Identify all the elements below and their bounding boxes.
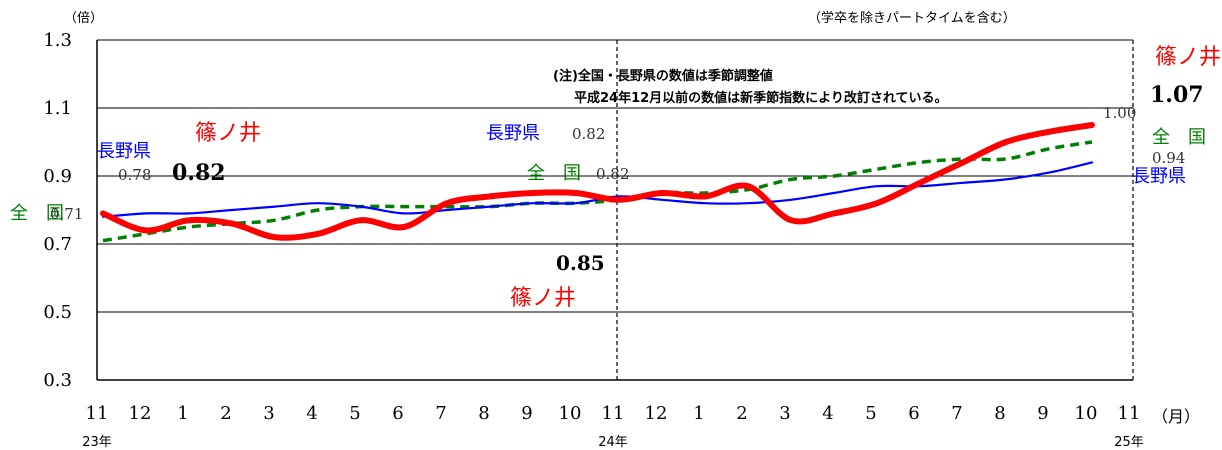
x-year-label: 24年 [598,435,628,450]
x-tick-label: 2 [736,403,747,424]
x-tick-label: 9 [521,403,532,424]
x-tick-label: 10 [1075,403,1098,424]
series-layer [100,122,1095,243]
x-tick-label: 4 [306,403,317,424]
x-tick-label: 12 [645,403,668,424]
x-tick-label: 11 [1118,403,1141,424]
series-line-shinonoi [100,122,1095,241]
zenkoku-value-mid: 0.82 [596,165,629,183]
x-tick-label: 5 [349,403,360,424]
zenkoku-value-start: 0.71 [50,205,83,223]
x-tick-label: 1 [177,403,188,424]
y-tick-label: 0.3 [43,370,72,391]
y-tick-label: 1.3 [43,30,72,51]
x-tick-label: 3 [779,403,790,424]
nagano-value-mid: 0.82 [572,125,605,143]
x-tick-label: 7 [951,403,962,424]
x-tick-label: 4 [822,403,833,424]
y-axis-label: （倍） [64,11,103,26]
y-axis-ticks: 0.3 0.5 0.7 0.9 1.1 1.3 [43,30,72,391]
note-line-2: 平成24年12月以前の数値は新季節指数により改訂されている。 [574,90,948,106]
x-tick-label: 6 [392,403,403,424]
x-tick-label: 7 [435,403,446,424]
y-tick-label: 0.9 [43,166,72,187]
x-tick-label: 12 [129,403,152,424]
x-tick-label: 1 [693,403,704,424]
zenkoku-value-end: 1.00 [1103,104,1136,122]
shinonoi-label-end: 篠ノ井 [1155,45,1221,70]
grid-lines [96,39,1133,381]
zenkoku-label-start: 全 国 [10,203,64,224]
nagano-label-mid: 長野県 [486,123,540,144]
nagano-label-start: 長野県 [97,141,151,162]
nagano-value-start: 0.78 [118,166,151,184]
y-tick-label: 1.1 [43,98,72,119]
x-tick-label: 2 [220,403,231,424]
shinonoi-label-mid: 篠ノ井 [510,286,576,311]
x-tick-label: 11 [602,403,625,424]
shinonoi-label-start: 篠ノ井 [195,121,261,146]
nagano-value-end: 0.94 [1152,149,1185,167]
x-axis-label: （月） [1152,407,1200,426]
nagano-label-end: 長野県 [1132,166,1186,187]
x-tick-label: 3 [263,403,274,424]
x-year-label: 25年 [1114,435,1144,450]
x-tick-label: 10 [559,403,582,424]
note-line-1: (注)全国・長野県の数値は季節調整値 [553,68,773,84]
zenkoku-label-mid: 全 国 [527,163,581,184]
x-tick-label: 8 [994,403,1005,424]
x-tick-label: 5 [865,403,876,424]
series-line-zenkoku [102,140,1093,243]
shinonoi-value-start: 0.82 [172,160,226,186]
shinonoi-value-mid: 0.85 [556,251,605,275]
y-tick-label: 0.5 [43,302,72,323]
x-tick-label: 9 [1037,403,1048,424]
zenkoku-label-end: 全 国 [1152,127,1206,148]
x-tick-label: 8 [478,403,489,424]
x-year-label: 23年 [82,435,112,450]
y-tick-label: 0.7 [43,234,72,255]
x-tick-label: 6 [908,403,919,424]
shinonoi-value-end: 1.07 [1150,82,1204,108]
chart-subtitle: （学卒を除きパートタイムを含む） [808,10,1016,26]
x-tick-label: 11 [86,403,109,424]
